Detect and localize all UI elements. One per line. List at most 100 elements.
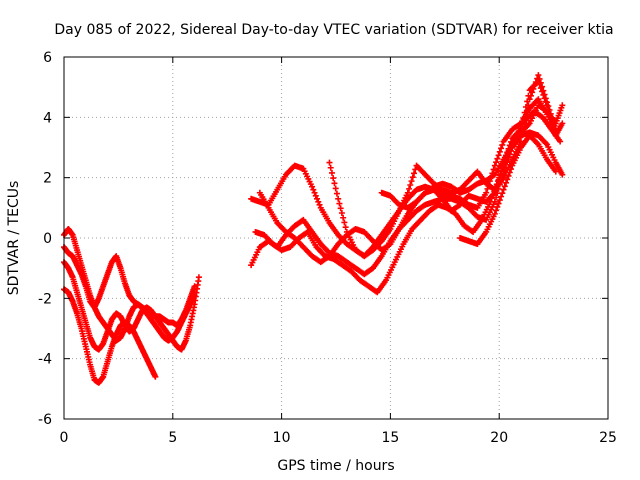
data-point <box>490 166 497 173</box>
data-point <box>493 194 500 201</box>
y-tick-label: 6 <box>43 50 52 66</box>
data-point <box>152 373 159 380</box>
data-point <box>559 171 566 178</box>
data-point <box>503 179 510 186</box>
data-points <box>61 72 566 386</box>
data-point <box>493 185 500 192</box>
data-point <box>505 172 512 179</box>
data-point <box>544 102 551 109</box>
chart-title: Day 085 of 2022, Sidereal Day-to-day VTE… <box>54 22 613 38</box>
data-point <box>536 81 543 88</box>
y-tick-label: 4 <box>43 110 52 126</box>
data-point <box>341 219 348 226</box>
data-point <box>541 95 548 102</box>
data-point <box>310 186 317 193</box>
data-point <box>549 119 556 126</box>
data-point <box>326 159 333 166</box>
data-point <box>495 200 502 207</box>
data-point <box>336 200 343 207</box>
data-point <box>508 166 515 173</box>
data-point <box>519 132 526 139</box>
data-point <box>552 168 559 175</box>
data-point <box>500 159 507 166</box>
data-point <box>521 109 528 116</box>
data-point <box>337 205 344 212</box>
data-point <box>525 92 532 99</box>
data-point <box>407 181 414 188</box>
data-point <box>498 193 505 200</box>
y-tick-label: 0 <box>43 231 52 247</box>
data-point <box>499 163 506 170</box>
data-point <box>540 91 547 98</box>
data-point <box>546 110 553 117</box>
data-point <box>542 98 549 105</box>
data-point <box>340 214 347 221</box>
data-point <box>535 72 542 79</box>
data-point <box>483 189 490 196</box>
x-tick-label: 20 <box>490 430 508 446</box>
data-point <box>496 148 503 155</box>
x-tick-label: 15 <box>381 430 399 446</box>
data-point <box>404 189 411 196</box>
data-point <box>498 145 505 152</box>
data-point <box>332 185 339 192</box>
data-point <box>494 155 501 162</box>
data-point <box>491 189 498 196</box>
x-axis-label: GPS time / hours <box>277 458 394 474</box>
axes: 0 5 10 15 20 25 -6 -4 -2 0 2 4 6 <box>38 50 617 446</box>
data-point <box>491 210 498 217</box>
data-point <box>499 141 506 148</box>
data-point <box>316 201 323 208</box>
data-point <box>550 123 557 130</box>
x-tick-label: 5 <box>168 430 177 446</box>
data-point <box>494 181 501 188</box>
data-point <box>501 156 508 163</box>
data-point <box>504 176 511 183</box>
data-point <box>506 169 513 176</box>
data-point <box>195 274 202 281</box>
data-point <box>496 197 503 204</box>
data-point <box>338 210 345 217</box>
data-point <box>493 159 500 166</box>
y-tick-label: -2 <box>38 291 52 307</box>
data-point <box>311 189 318 196</box>
data-point <box>331 180 338 187</box>
data-point <box>517 126 524 133</box>
data-point <box>501 183 508 190</box>
data-point <box>312 192 319 199</box>
data-point <box>520 115 527 122</box>
y-tick-label: -6 <box>38 412 52 428</box>
data-point <box>498 168 505 175</box>
data-point <box>330 175 337 182</box>
data-point <box>559 102 566 109</box>
data-point <box>335 195 342 202</box>
data-point <box>506 142 513 149</box>
x-tick-label: 10 <box>273 430 291 446</box>
data-point <box>524 98 531 105</box>
data-point <box>522 103 529 110</box>
data-point <box>535 78 542 85</box>
data-point <box>547 115 554 122</box>
data-point <box>191 283 198 290</box>
data-point <box>333 190 340 197</box>
y-tick-label: -4 <box>38 352 52 368</box>
data-point <box>409 174 416 181</box>
data-point <box>537 85 544 92</box>
y-axis-label: SDTVAR / TECUs <box>6 181 22 296</box>
data-point <box>495 152 502 159</box>
data-point <box>493 207 500 214</box>
data-point <box>328 169 335 176</box>
data-point <box>545 106 552 113</box>
data-point <box>508 138 515 145</box>
data-point <box>504 149 511 156</box>
data-point <box>495 176 502 183</box>
data-point <box>499 190 506 197</box>
data-point <box>411 170 418 177</box>
data-point <box>314 195 321 202</box>
y-tick-label: 2 <box>43 171 52 187</box>
data-point <box>342 224 349 231</box>
data-point <box>408 178 415 185</box>
x-tick-label: 0 <box>60 430 69 446</box>
